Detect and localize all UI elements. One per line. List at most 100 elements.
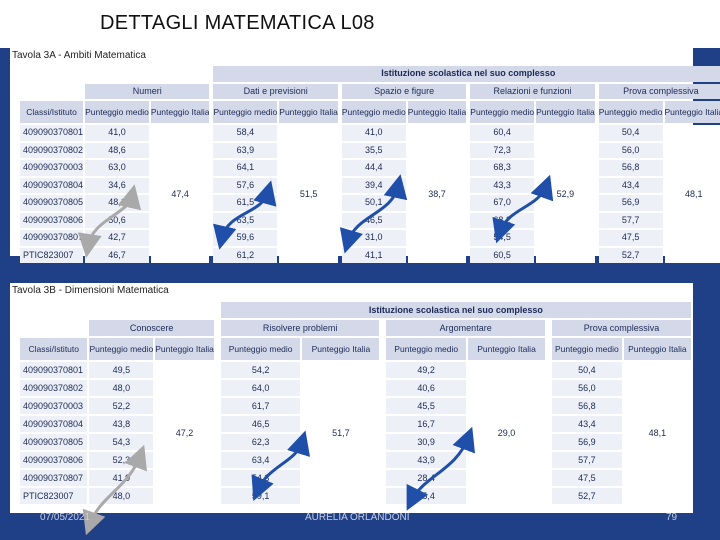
group-header: Numeri: [85, 83, 210, 99]
slide-header: DETTAGLI MATEMATICA L08: [0, 0, 720, 48]
row-label: 409090370806: [20, 452, 88, 468]
cell-value: 57,6: [213, 177, 278, 193]
row-label: 409090370807: [20, 470, 88, 486]
italia-header: Punteggio Italia: [155, 338, 214, 360]
slide-title: DETTAGLI MATEMATICA L08: [100, 12, 375, 34]
institute-header: Classi/Istituto: [20, 101, 84, 123]
italia-header: Punteggio Italia: [623, 338, 691, 360]
italia-value: 48,1: [664, 125, 720, 263]
cell-value: 61,5: [213, 195, 278, 211]
cell-value: 59,1: [220, 488, 301, 504]
italia-header: Punteggio Italia: [279, 101, 338, 123]
cell-value: 46,5: [341, 212, 406, 228]
cell-value: 39,4: [341, 177, 406, 193]
cell-value: 35,4: [386, 488, 467, 504]
cell-value: 46,7: [85, 247, 149, 263]
italia-header: Punteggio Italia: [407, 101, 467, 123]
italia-value: 48,1: [623, 362, 691, 504]
cell-value: 52,7: [598, 247, 663, 263]
row-label: 409090370801: [20, 125, 84, 141]
italia-header: Punteggio Italia: [302, 338, 380, 360]
cell-value: 64,0: [220, 380, 301, 396]
cell-value: 40,6: [386, 380, 467, 396]
cell-value: 49,5: [89, 362, 154, 378]
table-a-banner: Istituzione scolastica nel suo complesso: [213, 66, 720, 82]
footer-date: 07/05/2021: [40, 512, 91, 523]
table-b-panel: Tavola 3B - Dimensioni Matematica Istitu…: [10, 283, 693, 513]
group-header: Spazio e figure: [341, 83, 467, 99]
cell-value: 63,4: [220, 452, 301, 468]
cell-value: 34,6: [85, 177, 149, 193]
cell-value: 52,7: [551, 488, 622, 504]
table-a-caption: Tavola 3A - Ambiti Matematica: [12, 50, 146, 61]
group-header: Prova complessiva: [598, 83, 720, 99]
cell-value: 47,5: [598, 230, 663, 246]
table-row: 409090370003 63,0 64,1 44,4 68,3 56,8: [20, 160, 720, 176]
cell-value: 50,1: [341, 195, 406, 211]
row-label: 409090370003: [20, 160, 84, 176]
cell-value: 42,7: [85, 230, 149, 246]
cell-value: 54,3: [89, 434, 154, 450]
cell-value: 64,1: [213, 160, 278, 176]
cell-value: 63,9: [213, 142, 278, 158]
row-label: 409090370804: [20, 177, 84, 193]
table-row: 409090370801 49,5 47,2 54,2 51,7 49,2 29…: [20, 362, 691, 504]
row-label: 409090370805: [20, 195, 84, 211]
cell-value: 56,8: [598, 160, 663, 176]
row-label: 409090370003: [20, 398, 88, 414]
medio-header: Punteggio medio: [85, 101, 149, 123]
table-row: 409090370003 52,2 61,7 45,5 56,8: [20, 398, 691, 414]
cell-value: 68,2: [470, 212, 535, 228]
medio-header: Punteggio medio: [213, 101, 278, 123]
cell-value: 52,2: [89, 398, 154, 414]
table-row: 409090370804 34,6 57,6 39,4 43,3 43,4: [20, 177, 720, 193]
italia-value: 51,5: [279, 125, 338, 263]
cell-value: 56,9: [551, 434, 622, 450]
cell-value: 60,4: [470, 125, 535, 141]
medio-header: Punteggio medio: [89, 338, 154, 360]
table-row: 409090370802 48,0 64,0 40,6 56,0: [20, 380, 691, 396]
table-a-panel: Tavola 3A - Ambiti Matematica Istituzion…: [10, 48, 720, 263]
cell-value: 44,4: [341, 160, 406, 176]
cell-value: 48,0: [89, 488, 154, 504]
medio-header: Punteggio medio: [551, 338, 622, 360]
italia-value: 47,4: [150, 125, 210, 263]
cell-value: 63,0: [85, 160, 149, 176]
cell-value: 60,5: [470, 247, 535, 263]
cell-value: 48,0: [89, 380, 154, 396]
cell-value: 50,4: [551, 362, 622, 378]
italia-value: 52,9: [536, 125, 595, 263]
cell-value: 46,5: [220, 416, 301, 432]
group-header: Argomentare: [386, 320, 546, 336]
cell-value: 41,0: [341, 125, 406, 141]
row-label: 409090370802: [20, 380, 88, 396]
group-header: Conoscere: [89, 320, 214, 336]
cell-value: 72,3: [470, 142, 535, 158]
group-header: Relazioni e funzioni: [470, 83, 595, 99]
row-label: 409090370807: [20, 230, 84, 246]
cell-value: 43,4: [551, 416, 622, 432]
table-b-banner: Istituzione scolastica nel suo complesso: [220, 302, 691, 318]
medio-header: Punteggio medio: [220, 338, 301, 360]
medio-header: Punteggio medio: [386, 338, 467, 360]
footer-author: AURELIA ORLANDONI: [305, 512, 410, 523]
cell-value: 61,7: [220, 398, 301, 414]
footer-page-number: 79: [666, 512, 678, 523]
institute-header: Classi/Istituto: [20, 338, 88, 360]
cell-value: 48,6: [85, 142, 149, 158]
italia-value: 29,0: [468, 362, 546, 504]
table-b: Istituzione scolastica nel suo complesso…: [18, 300, 693, 506]
cell-value: 50,4: [598, 125, 663, 141]
table-b-caption: Tavola 3B - Dimensioni Matematica: [12, 285, 169, 296]
cell-value: 16,7: [386, 416, 467, 432]
table-row: 409090370807 42,7 59,6 31,0 54,5 47,5: [20, 230, 720, 246]
cell-value: 43,8: [89, 416, 154, 432]
cell-value: 59,6: [213, 230, 278, 246]
group-header: Risolvere problemi: [220, 320, 380, 336]
cell-value: 54,5: [470, 230, 535, 246]
cell-value: 57,7: [598, 212, 663, 228]
row-label: PTIC823007: [20, 247, 84, 263]
cell-value: 56,0: [551, 380, 622, 396]
group-header: Dati e previsioni: [213, 83, 338, 99]
cell-value: 48,1: [85, 195, 149, 211]
